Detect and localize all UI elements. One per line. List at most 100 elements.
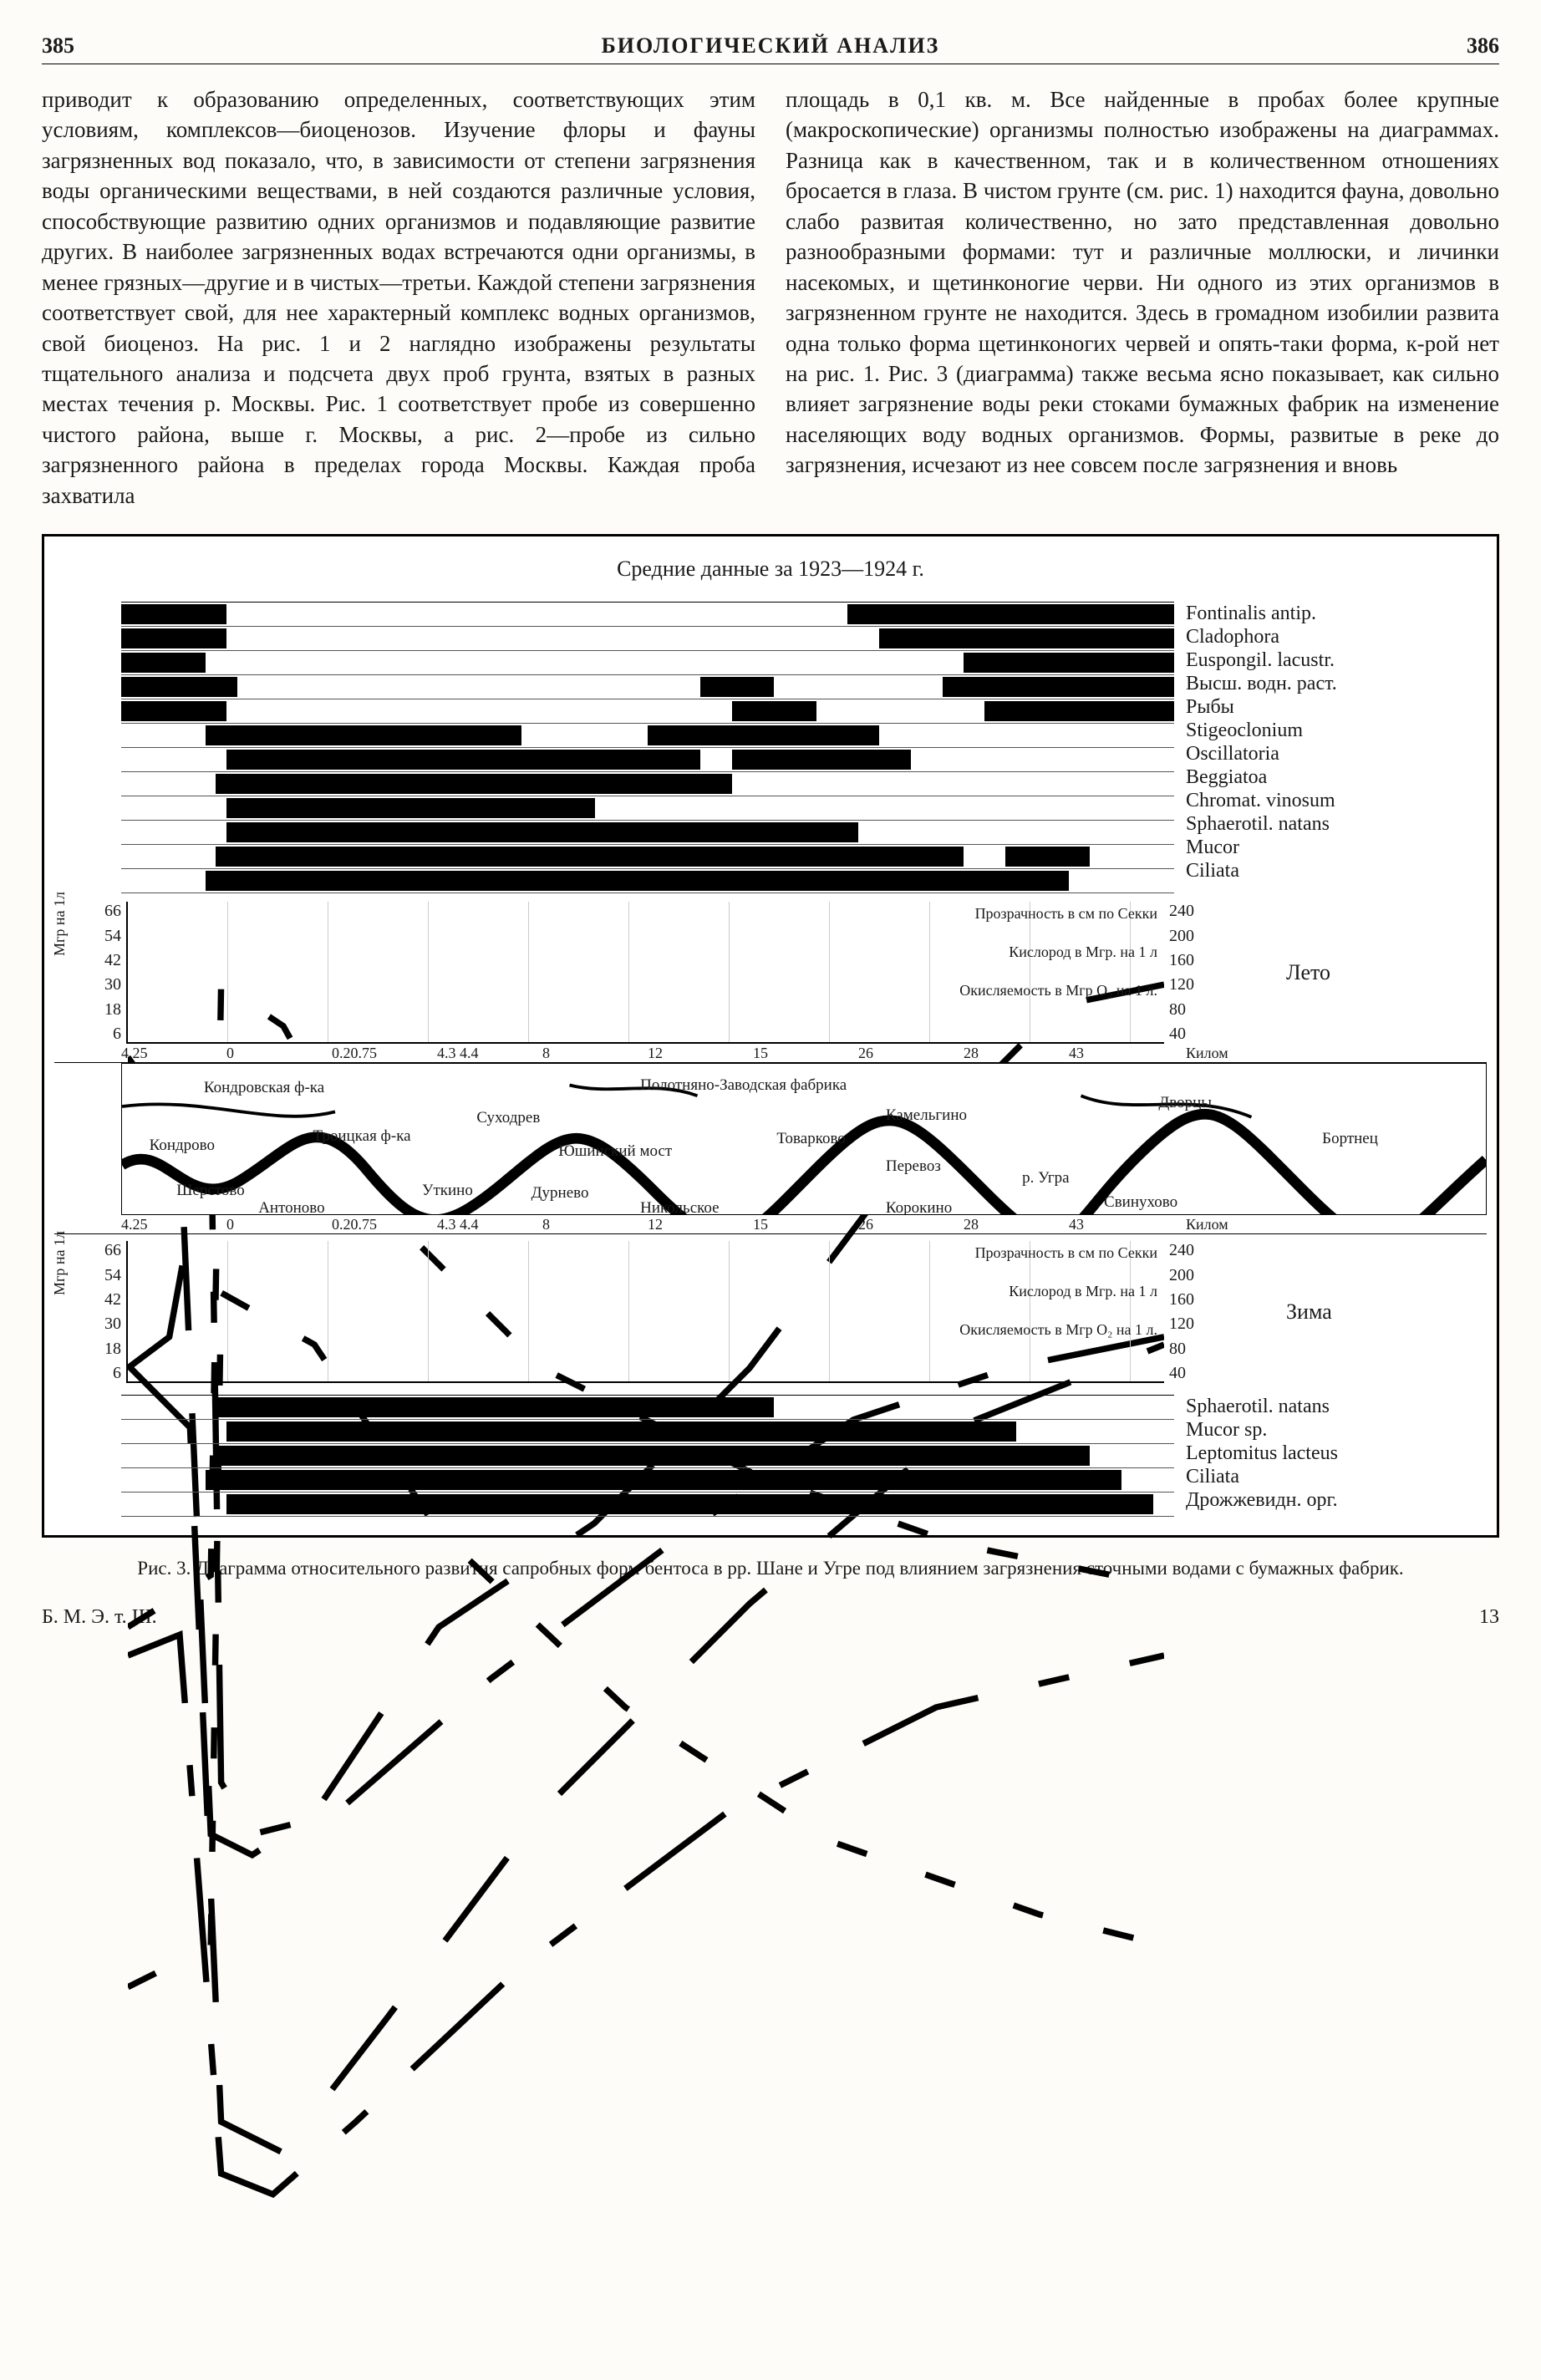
abundance-bar <box>121 604 226 624</box>
map-place-label: Дворцы <box>1158 1094 1212 1112</box>
chart-canvas-summer: Прозрачность в см по Секки Кислород в Мг… <box>126 902 1164 1044</box>
abundance-bar <box>943 677 1174 697</box>
species-row <box>121 869 1174 893</box>
map-place-label: р. Угра <box>1022 1169 1070 1187</box>
axis-tick: 66 <box>104 902 121 921</box>
axis-tick: 40 <box>1169 1025 1269 1044</box>
species-label: Рыбы <box>1186 695 1487 719</box>
abundance-bar <box>984 701 1174 721</box>
abundance-bar <box>226 750 700 770</box>
axis-tick: 30 <box>104 1315 121 1334</box>
axis-tick: 120 <box>1169 975 1269 994</box>
species-row <box>121 627 1174 651</box>
axis-tick: 200 <box>1169 1266 1269 1285</box>
page-number-right: 386 <box>1467 33 1499 58</box>
legend-oxygen: Кислород в Мгр. на 1 л <box>1009 943 1157 962</box>
abundance-bar <box>121 628 216 648</box>
axis-tick: 18 <box>104 1340 121 1359</box>
axis-tick: 40 <box>1169 1364 1269 1383</box>
map-place-label: Бортнец <box>1322 1130 1378 1148</box>
map-place-label: Полотняно-Заводская фабрика <box>640 1076 847 1095</box>
species-row <box>121 1468 1174 1493</box>
river-map: Кондровская ф-каКондровоТроицкая ф-каШер… <box>121 1063 1487 1215</box>
map-place-label: Корокино <box>886 1199 952 1215</box>
species-label: Oscillatoria <box>1186 742 1487 765</box>
abundance-bar <box>121 677 237 697</box>
species-row <box>121 699 1174 724</box>
axis-tick: 160 <box>1169 1290 1269 1310</box>
abundance-bar <box>226 822 858 842</box>
species-row <box>121 748 1174 772</box>
axis-tick: 30 <box>104 975 121 994</box>
legend-transparency: Прозрачность в см по Секки <box>975 905 1157 923</box>
x-unit: Килом <box>1174 1045 1487 1062</box>
species-label: Высш. водн. раст. <box>1186 672 1487 695</box>
season-label-winter: Зима <box>1269 1241 1487 1383</box>
axis-tick: 240 <box>1169 902 1269 921</box>
species-label: Chromat. vinosum <box>1186 789 1487 812</box>
axis-tick: 54 <box>104 927 121 946</box>
axis-tick: 66 <box>104 1241 121 1260</box>
map-place-label: Троицкая ф-ка <box>313 1127 410 1146</box>
species-chart-bottom: Sphaerotil. natansMucor sp.Leptomitus la… <box>54 1395 1487 1517</box>
abundance-bar <box>211 628 226 648</box>
legend-oxidation: Окисляемость в Мгр O₂ на 1 л. <box>959 982 1157 1000</box>
species-row <box>121 724 1174 748</box>
species-row <box>121 772 1174 796</box>
abundance-bar <box>732 701 816 721</box>
species-row <box>121 821 1174 845</box>
abundance-bar <box>216 1397 774 1417</box>
axis-tick: 200 <box>1169 927 1269 946</box>
map-place-label: Уткино <box>422 1182 473 1200</box>
column-right: площадь в 0,1 кв. м. Все найденные в про… <box>786 84 1499 511</box>
species-label: Beggiatoa <box>1186 765 1487 789</box>
figure-3: Средние данные за 1923—1924 г. Fontinali… <box>42 534 1499 1538</box>
map-place-label: Свинухово <box>1104 1193 1177 1212</box>
abundance-bar <box>226 1494 1153 1514</box>
species-label: Дрожжевидн. орг. <box>1186 1488 1487 1512</box>
axis-tick: 6 <box>113 1025 121 1044</box>
abundance-bar <box>700 677 774 697</box>
legend-transparency: Прозрачность в см по Секки <box>975 1244 1157 1263</box>
map-place-label: Товарково <box>776 1130 845 1148</box>
axis-tick: 160 <box>1169 951 1269 970</box>
species-row <box>121 675 1174 699</box>
abundance-bar <box>226 1421 1016 1442</box>
abundance-bar <box>216 1446 1090 1466</box>
species-row <box>121 1493 1174 1517</box>
species-label: Ciliata <box>1186 859 1487 882</box>
running-header: 385 БИОЛОГИЧЕСКИЙ АНАЛИЗ 386 <box>42 33 1499 64</box>
axis-tick: 80 <box>1169 1340 1269 1359</box>
species-label: Fontinalis antip. <box>1186 602 1487 625</box>
abundance-bar <box>121 701 226 721</box>
species-label: Sphaerotil. natans <box>1186 812 1487 836</box>
axis-tick: 54 <box>104 1266 121 1285</box>
abundance-bar <box>226 798 595 818</box>
abundance-bar <box>1005 847 1090 867</box>
line-chart-summer: Мгр на 1л 66544230186 Прозрачность в см … <box>54 902 1487 1044</box>
abundance-bar <box>216 774 731 794</box>
x-unit: Килом <box>1174 1216 1487 1233</box>
species-label: Mucor <box>1186 836 1487 859</box>
page-number-left: 385 <box>42 33 74 58</box>
map-place-label: Суходрев <box>476 1109 540 1127</box>
axis-tick: 18 <box>104 1000 121 1020</box>
column-left: приводит к образованию определенных, соо… <box>42 84 755 511</box>
species-label: Cladophora <box>1186 625 1487 648</box>
axis-tick: 42 <box>104 1290 121 1310</box>
abundance-bar <box>216 847 964 867</box>
running-title: БИОЛОГИЧЕСКИЙ АНАЛИЗ <box>602 33 940 58</box>
season-label-summer: Лето <box>1269 902 1487 1044</box>
line-chart-winter: Мгр на 1л 66544230186 Прозрачность в см … <box>54 1241 1487 1383</box>
species-row <box>121 796 1174 821</box>
species-label: Ciliata <box>1186 1465 1487 1488</box>
map-place-label: Антоново <box>258 1199 324 1215</box>
species-label: Mucor sp. <box>1186 1418 1487 1442</box>
axis-tick: 80 <box>1169 1000 1269 1020</box>
chart-canvas-winter: Прозрачность в см по Секки Кислород в Мг… <box>126 1241 1164 1383</box>
abundance-bar <box>206 871 1069 891</box>
map-place-label: Кондровская ф-ка <box>204 1079 324 1097</box>
species-label: Euspongil. lacustr. <box>1186 648 1487 672</box>
species-row <box>121 845 1174 869</box>
figure-title: Средние данные за 1923—1924 г. <box>54 557 1487 582</box>
